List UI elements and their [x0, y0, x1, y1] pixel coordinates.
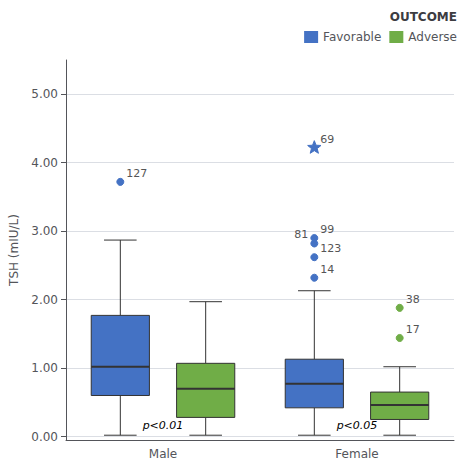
svg-text:4.00: 4.00	[31, 156, 58, 170]
svg-text:5.00: 5.00	[31, 87, 58, 101]
svg-text:17: 17	[406, 323, 420, 336]
svg-text:3.00: 3.00	[31, 224, 58, 238]
svg-text:69: 69	[320, 133, 334, 146]
svg-text:OUTCOME: OUTCOME	[390, 10, 457, 24]
svg-text:38: 38	[406, 293, 420, 306]
svg-text:81: 81	[294, 228, 308, 241]
svg-text:14: 14	[320, 263, 334, 276]
svg-text:123: 123	[320, 242, 341, 255]
svg-text:2.00: 2.00	[31, 293, 58, 307]
svg-text:Favorable: Favorable	[323, 30, 381, 44]
svg-text:Adverse: Adverse	[408, 30, 457, 44]
svg-text:Female: Female	[335, 447, 378, 461]
svg-text:p<0.05: p<0.05	[336, 419, 378, 432]
svg-text:1.00: 1.00	[31, 361, 58, 375]
svg-text:0.00: 0.00	[31, 430, 58, 444]
svg-text:p<0.01: p<0.01	[142, 419, 184, 432]
svg-text:127: 127	[126, 167, 147, 180]
svg-text:TSH (mIU/L): TSH (mIU/L)	[7, 214, 21, 287]
svg-text:99: 99	[320, 223, 334, 236]
svg-text:Male: Male	[149, 447, 177, 461]
